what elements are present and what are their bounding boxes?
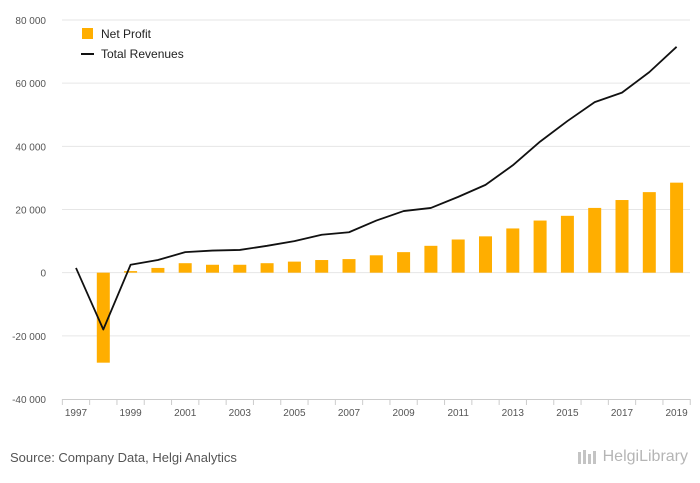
bar-net-profit-2002 [206,264,219,273]
x-tick-label: 1997 [65,408,88,419]
y-tick-label: 40 000 [15,142,46,153]
bar-net-profit-2015 [560,215,574,273]
total-revenues-line [75,46,678,331]
y-tick-label: 0 [40,269,46,280]
y-tick-label: 60 000 [15,79,46,90]
bar-net-profit-2019 [670,182,684,273]
x-tick-label: 2011 [447,408,469,419]
bar-net-profit-2012 [479,236,492,273]
x-tick-label: 2019 [665,408,688,419]
legend-label-total-revenues: Total Revenues [101,47,184,61]
bar-net-profit-2004 [260,263,274,273]
x-tick-label: 2015 [556,408,579,419]
x-tick-label: 2017 [611,408,634,419]
x-tick-label: 2007 [338,408,361,419]
net-profit-bars [96,182,684,363]
legend-swatch-net-profit [82,28,93,39]
library-icon [577,450,596,464]
bar-net-profit-1999 [124,271,138,273]
x-tick-label: 2001 [174,408,197,419]
y-tick-label: -20 000 [12,332,46,343]
line-total-revenues [75,46,678,331]
bar-net-profit-2008 [369,255,383,273]
bar-net-profit-2014 [533,220,547,273]
bar-net-profit-2017 [615,200,629,273]
bar-net-profit-2001 [178,263,192,273]
bar-net-profit-2018 [642,192,656,273]
bar-net-profit-2003 [233,264,247,273]
bar-net-profit-2007 [342,259,356,273]
y-tick-label: 80 000 [15,16,46,27]
x-tick-label: 2003 [229,408,252,419]
bar-net-profit-1998 [96,272,110,363]
legend-label-net-profit: Net Profit [101,27,152,41]
bar-net-profit-2013 [506,228,520,273]
bar-net-profit-2009 [397,252,411,273]
bar-net-profit-2006 [315,260,329,273]
x-axis: 1997 1999 2001 2003 2005 2007 2009 2011 2013 2015… [61,399,691,419]
x-tick-label: 2005 [283,408,306,419]
bar-net-profit-2005 [287,261,301,273]
x-tick-label: 1999 [119,408,142,419]
x-tick-label: 2009 [392,408,415,419]
x-tick-label: 2013 [502,408,525,419]
brand-name: HelgiLibrary [602,448,688,465]
y-axis: -40 000 -20 000 0 20 000 40 000 60 000 80 000 [12,16,46,406]
brand-logo: HelgiLibrary [577,448,688,466]
bar-net-profit-2016 [588,207,602,273]
bar-net-profit-2010 [424,245,438,273]
y-tick-label: 20 000 [15,206,46,217]
bar-net-profit-2000 [151,267,165,273]
legend: Net Profit Total Revenues [81,27,184,61]
bar-net-profit-2011 [451,239,465,273]
source-note: Source: Company Data, Helgi Analytics [10,450,237,465]
gridlines [62,19,690,337]
y-tick-label: -40 000 [12,395,46,406]
